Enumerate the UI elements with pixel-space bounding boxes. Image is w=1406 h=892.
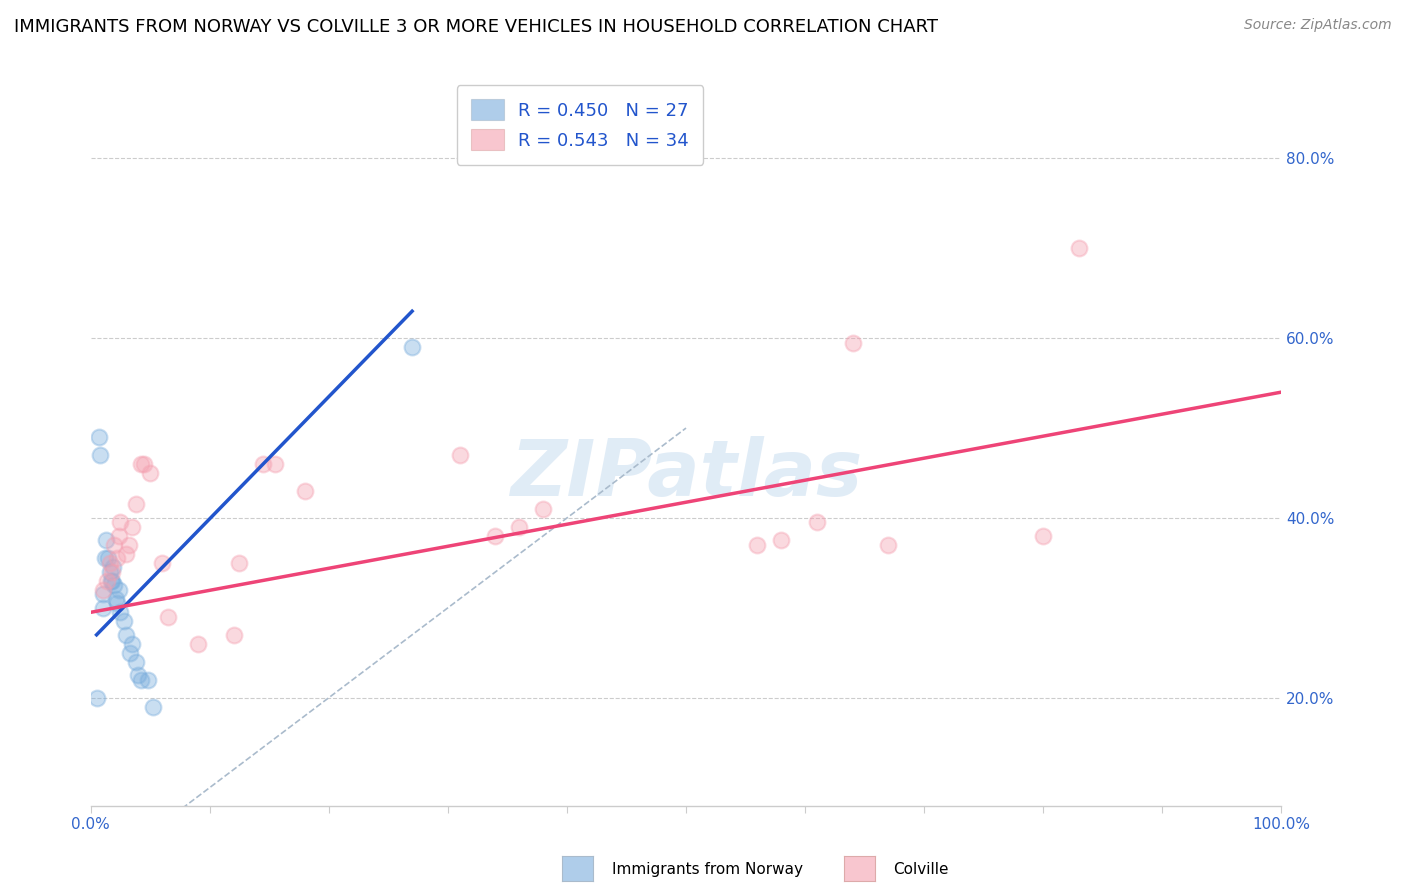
Point [134,457,156,471]
Point [129,673,152,687]
Point [187,637,209,651]
Text: ZIPatlas: ZIPatlas [510,436,862,512]
Point [136,673,159,687]
Point [294,483,316,498]
Point [806,516,828,530]
Point [110,516,132,530]
Point [770,533,793,548]
Point [1067,241,1090,255]
Point [125,655,148,669]
Point [89,448,111,462]
Point [531,502,554,516]
Point [125,498,148,512]
Point [401,340,423,354]
Point [115,628,138,642]
Point [104,591,127,606]
Point [98,556,121,570]
Text: Source: ZipAtlas.com: Source: ZipAtlas.com [1244,18,1392,32]
Point [1032,529,1054,543]
Point [91,582,114,597]
Point [508,520,530,534]
Point [127,668,149,682]
Point [118,538,141,552]
Point [105,551,128,566]
Point [139,466,162,480]
Point [91,587,114,601]
Point [105,596,128,610]
Point [97,551,120,566]
Point [449,448,471,462]
Legend: R = 0.450   N = 27, R = 0.543   N = 34: R = 0.450 N = 27, R = 0.543 N = 34 [457,85,703,164]
Point [115,547,138,561]
Point [100,574,122,588]
Point [110,605,132,619]
Point [252,457,274,471]
Point [94,551,117,566]
Point [108,582,131,597]
Point [877,538,900,552]
Point [141,699,163,714]
Text: Immigrants from Norway: Immigrants from Norway [612,863,803,877]
Point [103,578,125,592]
Point [121,520,143,534]
Point [86,690,108,705]
Point [747,538,769,552]
Point [91,600,114,615]
Point [96,574,118,588]
Point [98,565,121,579]
Point [101,565,124,579]
Point [228,556,250,570]
Point [101,574,124,588]
Text: Colville: Colville [893,863,948,877]
Text: IMMIGRANTS FROM NORWAY VS COLVILLE 3 OR MORE VEHICLES IN HOUSEHOLD CORRELATION C: IMMIGRANTS FROM NORWAY VS COLVILLE 3 OR … [14,18,938,36]
Point [103,560,125,574]
Point [841,335,863,350]
Point [103,538,125,552]
Point [156,610,179,624]
Point [108,529,131,543]
Point [222,628,245,642]
Point [94,533,117,548]
Point [87,430,110,444]
Point [484,529,506,543]
Point [121,637,143,651]
Point [129,457,152,471]
Point [118,646,141,660]
Point [264,457,287,471]
Point [112,615,135,629]
Point [150,556,173,570]
